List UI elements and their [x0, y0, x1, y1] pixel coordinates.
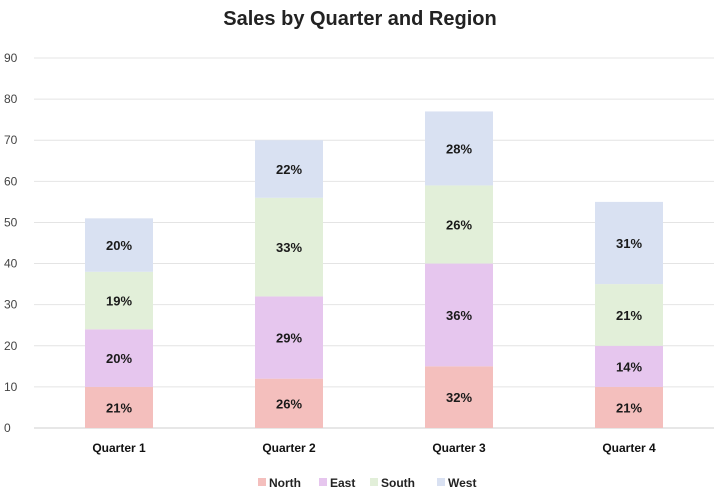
legend-swatch-west — [437, 478, 445, 486]
legend-swatch-north — [258, 478, 266, 486]
data-label: 19% — [106, 294, 132, 309]
bar-segment-west — [85, 218, 153, 272]
bar-segment-north — [255, 378, 323, 428]
data-label: 21% — [616, 400, 642, 415]
data-label: 31% — [616, 236, 642, 251]
data-label: 22% — [276, 162, 302, 177]
legend-swatch-east — [319, 478, 327, 486]
y-tick-label: 40 — [4, 257, 18, 271]
x-tick-label: Quarter 4 — [602, 441, 656, 455]
data-label: 26% — [446, 218, 472, 233]
legend-label: East — [330, 476, 355, 490]
legend-label: West — [448, 476, 476, 490]
x-tick-label: Quarter 1 — [92, 441, 146, 455]
bar-segment-east — [85, 329, 153, 387]
y-tick-label: 10 — [4, 380, 18, 394]
bar-segment-east — [255, 296, 323, 379]
data-label: 21% — [106, 400, 132, 415]
legend-swatch-south — [370, 478, 378, 486]
y-tick-label: 70 — [4, 133, 18, 147]
y-tick-label: 80 — [4, 92, 18, 106]
bar-segment-east — [595, 345, 663, 387]
data-label: 20% — [106, 351, 132, 366]
data-label: 29% — [276, 331, 302, 346]
data-label: 32% — [446, 390, 472, 405]
bar-segment-west — [255, 140, 323, 198]
bar-segment-south — [595, 284, 663, 346]
y-tick-label: 20 — [4, 339, 18, 353]
y-tick-label: 50 — [4, 215, 18, 229]
data-label: 20% — [106, 238, 132, 253]
x-tick-label: Quarter 2 — [262, 441, 316, 455]
legend-label: North — [269, 476, 301, 490]
chart-title: Sales by Quarter and Region — [223, 8, 497, 30]
data-label: 21% — [616, 308, 642, 323]
bar-segment-east — [425, 263, 493, 367]
data-label: 33% — [276, 240, 302, 255]
data-label: 36% — [446, 308, 472, 323]
bar-segment-south — [255, 197, 323, 297]
legend-label: South — [381, 476, 415, 490]
bar-segment-west — [425, 111, 493, 186]
bar-segment-north — [595, 386, 663, 428]
x-tick-label: Quarter 3 — [432, 441, 486, 455]
data-label: 14% — [616, 359, 642, 374]
y-tick-label: 30 — [4, 298, 18, 312]
bar-segment-north — [85, 386, 153, 428]
y-tick-label: 90 — [4, 51, 18, 65]
y-tick-label: 60 — [4, 174, 18, 188]
bar-segment-south — [425, 185, 493, 264]
data-label: 26% — [276, 396, 302, 411]
data-label: 28% — [446, 141, 472, 156]
bar-segment-west — [595, 201, 663, 285]
y-tick-label: 0 — [4, 421, 11, 435]
bar-segment-north — [425, 366, 493, 428]
bar-segment-south — [85, 271, 153, 330]
